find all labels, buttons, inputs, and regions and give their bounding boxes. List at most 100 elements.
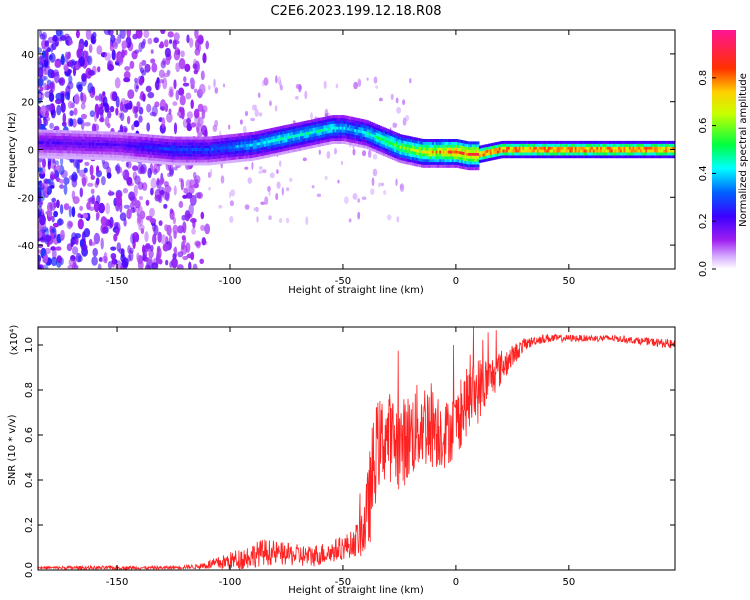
spectrogram-noise-blob	[104, 116, 110, 127]
spectrogram-ridge-cell	[531, 140, 534, 144]
spectrogram-ridge-cell	[169, 144, 173, 148]
spectrogram-ridge-cell	[542, 146, 545, 150]
spectrogram-ridge-cell	[180, 162, 184, 166]
spectrogram-noise-blob	[171, 257, 178, 269]
spectrogram-ridge-cell	[607, 140, 610, 144]
spectrogram-noise-blob	[200, 70, 205, 81]
spectrogram-ridge-cell	[363, 128, 366, 131]
spectrogram-ridge-cell	[236, 153, 240, 157]
spectrogram-noise-blob	[159, 41, 164, 48]
spectrogram-ridge-cell	[401, 140, 404, 144]
spectrogram-ridge-cell	[115, 157, 119, 161]
spectrogram-ridge-cell	[455, 150, 458, 154]
spectrogram-noise-blob	[129, 60, 135, 69]
spectrogram-ridge-cell	[160, 161, 164, 165]
spectrogram-ridge-cell	[365, 134, 368, 138]
spectrogram-ridge-cell	[410, 145, 413, 149]
spectrogram-ridge-cell	[356, 137, 359, 141]
spectrogram-ridge-cell	[186, 159, 189, 163]
spectrogram-ridge-cell	[488, 155, 491, 159]
spectrogram-ridge-cell	[428, 150, 431, 154]
spectrogram-ridge-cell	[159, 141, 162, 145]
spectrogram-ridge-cell	[45, 155, 48, 159]
spectrogram-noise-blob	[126, 30, 131, 38]
spectrogram-ridge-cell	[361, 119, 364, 122]
spectrogram-ridge-cell	[388, 155, 391, 159]
spectrogram-noise-blob	[145, 264, 151, 269]
spectrogram-ridge-cell	[471, 150, 475, 153]
spectrogram-ridge-cell	[366, 129, 370, 132]
spectrogram-ridge-cell	[132, 133, 135, 137]
spectrogram-ridge-cell	[294, 143, 297, 146]
spectrogram-ridge-cell	[57, 130, 61, 133]
spectrogram-ridge-cell	[267, 140, 270, 144]
spectrogram-ridge-cell	[155, 160, 158, 164]
spectrogram-ridge-cell	[130, 132, 133, 136]
colorbar-tick-label: 0.0	[698, 261, 709, 277]
spectrogram-ridge-cell	[321, 122, 325, 126]
spectrogram-ridge-cell	[318, 129, 321, 133]
spectrogram-ridge-cell	[488, 146, 491, 150]
spectrogram-ridge-cell	[173, 159, 176, 163]
spectrogram-ridge-cell	[632, 152, 635, 156]
spectrogram-ridge-cell	[612, 146, 616, 150]
spectrogram-noise-blob	[38, 124, 41, 131]
spectrogram-ridge-cell	[258, 156, 261, 160]
spectrogram-ridge-cell	[518, 140, 522, 144]
spectrogram-ridge-cell	[112, 134, 115, 138]
spectrogram-ridge-cell	[533, 146, 536, 150]
spectrogram-ridge-cell	[200, 156, 203, 160]
spectrogram-ridge-cell	[375, 147, 379, 151]
spectrogram-noise-blob	[242, 125, 247, 134]
spectrogram-ridge-cell	[574, 146, 578, 150]
spectrogram-ridge-cell	[347, 124, 350, 128]
spectrogram-noise-blob	[60, 101, 66, 113]
spectrogram-ridge-cell	[451, 141, 455, 145]
spectrogram-ridge-cell	[609, 146, 612, 150]
spectrogram-ridge-cell	[103, 151, 106, 155]
spectrogram-ridge-cell	[366, 131, 370, 135]
spectrogram-ridge-cell	[211, 150, 214, 154]
spectrogram-noise-blob	[91, 123, 97, 133]
spectrogram-ridge-cell	[112, 157, 115, 161]
spectrogram-ridge-cell	[648, 140, 652, 144]
spectrogram-ridge-cell	[38, 132, 41, 136]
spectrogram-ridge-cell	[260, 138, 263, 142]
spectrogram-ridge-cell	[498, 144, 502, 148]
spectrogram-ridge-cell	[117, 146, 120, 150]
spectrogram-ridge-cell	[477, 155, 480, 159]
spectrogram-ridge-cell	[390, 130, 393, 134]
spectrogram-ridge-cell	[450, 147, 453, 151]
spectrogram-ridge-cell	[186, 145, 189, 149]
spectrogram-ridge-cell	[477, 161, 480, 165]
spectrogram-ridge-cell	[619, 149, 623, 153]
spectrogram-ridge-cell	[117, 157, 120, 161]
spectrogram-ridge-cell	[150, 154, 153, 158]
spectrogram-ridge-cell	[251, 154, 254, 158]
spectrogram-ridge-cell	[66, 138, 70, 142]
spectrogram-ridge-cell	[363, 130, 366, 134]
spectrogram-ridge-cell	[468, 144, 471, 148]
spectrogram-ridge-cell	[666, 149, 670, 153]
spectrogram-ridge-cell	[227, 140, 231, 144]
spectrogram-ridge-cell	[74, 156, 77, 160]
spectrogram-ridge-cell	[45, 146, 48, 150]
spectrogram-ridge-cell	[394, 149, 397, 153]
spectrogram-ridge-cell	[227, 137, 231, 141]
spectrogram-ridge-cell	[627, 140, 630, 144]
spectrogram-ridge-cell	[609, 149, 612, 153]
spectrogram-ridge-cell	[513, 155, 516, 159]
spectrogram-ridge-cell	[79, 153, 82, 157]
spectrogram-ridge-cell	[383, 130, 386, 134]
spectrogram-ridge-cell	[632, 143, 635, 147]
spectrogram-ridge-cell	[372, 128, 375, 132]
spectrogram-noise-blob	[71, 190, 76, 200]
spectrogram-ridge-cell	[144, 160, 147, 163]
spectrogram-noise-blob	[69, 118, 74, 127]
spectrogram-noise-blob	[302, 157, 307, 162]
spectrogram-ridge-cell	[198, 150, 202, 154]
spectrogram-ridge-cell	[218, 161, 222, 165]
spectrogram-ridge-cell	[153, 149, 157, 153]
spectrogram-ridge-cell	[621, 152, 625, 156]
spectrogram-ridge-cell	[448, 150, 451, 154]
